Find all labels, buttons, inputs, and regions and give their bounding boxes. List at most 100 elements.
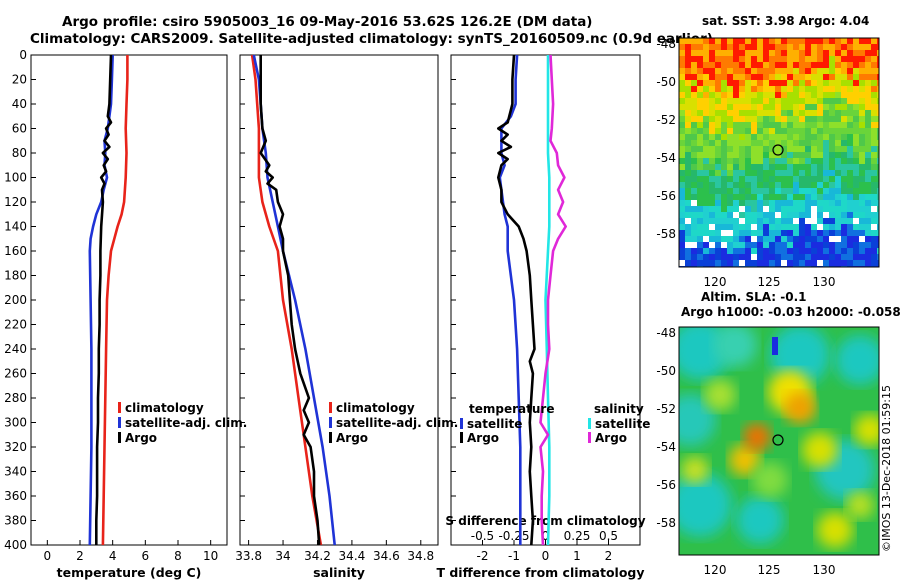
top-tick-label: 0.25 [564,529,591,543]
sst-cell [781,188,787,194]
sst-cell [769,128,775,134]
sst-missing-cell [721,230,727,236]
sst-cell [877,140,879,146]
sst-cell [847,182,853,188]
sla-ytick: -52 [656,402,676,416]
sst-missing-cell [721,242,727,248]
sst-cell [751,176,757,182]
sst-cell [733,80,739,86]
sst-cell [775,50,781,56]
sst-cell [757,158,763,164]
y-tick-label: 340 [4,465,27,479]
sst-cell [715,92,721,98]
sst-cell [727,128,733,134]
sst-cell [877,62,879,68]
sst-cell [685,224,691,230]
sst-cell [691,146,697,152]
sst-cell [799,230,805,236]
sst-cell [793,110,799,116]
sst-cell [871,110,877,116]
sst-cell [859,242,865,248]
sst-ytick: -54 [656,151,676,165]
sst-cell [817,230,823,236]
sst-cell [859,206,865,212]
sst-cell [757,68,763,74]
sst-cell [859,200,865,206]
sst-cell [829,68,835,74]
sst-cell [685,164,691,170]
sst-cell [739,50,745,56]
sst-cell [679,44,685,50]
sst-cell [691,140,697,146]
sst-cell [727,68,733,74]
sst-cell [697,230,703,236]
y-tick-label: 140 [4,220,27,234]
sst-cell [787,74,793,80]
sst-cell [685,194,691,200]
sst-cell [871,218,877,224]
sst-cell [853,92,859,98]
sst-cell [805,68,811,74]
sst-cell [679,230,685,236]
sst-cell [763,92,769,98]
sst-cell [697,38,703,44]
sst-cell [733,98,739,104]
x-tick-label: 34.4 [339,549,366,563]
sst-missing-cell [781,260,787,266]
sst-cell [775,74,781,80]
sst-cell [727,254,733,260]
sst-cell [835,248,841,254]
sst-cell [853,56,859,62]
sst-cell [739,188,745,194]
sst-cell [733,146,739,152]
sst-cell [877,200,879,206]
sst-cell [733,170,739,176]
sst-cell [697,200,703,206]
sst-cell [703,224,709,230]
sst-cell [865,260,871,266]
sst-cell [859,86,865,92]
sst-cell [823,116,829,122]
sst-cell [865,224,871,230]
sst-cell [703,128,709,134]
sst-cell [859,212,865,218]
sst-cell [877,128,879,134]
sst-cell [829,74,835,80]
sst-cell [793,224,799,230]
sst-cell [817,140,823,146]
sst-cell [739,116,745,122]
sst-cell [835,74,841,80]
y-tick-label: 380 [4,514,27,528]
sst-cell [865,182,871,188]
sst-cell [745,56,751,62]
sst-cell [697,50,703,56]
sla-xtick: 130 [813,563,836,577]
sst-cell [805,176,811,182]
sst-cell [877,110,879,116]
sst-cell [799,176,805,182]
sst-cell [703,158,709,164]
y-tick-label: 180 [4,269,27,283]
sst-cell [715,200,721,206]
sst-cell [877,122,879,128]
sst-cell [709,212,715,218]
sst-missing-cell [817,260,823,266]
sst-cell [865,146,871,152]
sst-cell [865,50,871,56]
sla-anomaly-patch [713,327,757,367]
sst-cell [733,206,739,212]
sst-cell [757,44,763,50]
sst-cell [685,98,691,104]
series-line-argo [95,54,113,545]
sst-cell [679,50,685,56]
sst-cell [787,110,793,116]
sst-cell [859,224,865,230]
sst-cell [691,212,697,218]
sst-cell [823,158,829,164]
sst-cell [709,254,715,260]
sst-cell [739,38,745,44]
sst-cell [721,80,727,86]
sst-cell [745,224,751,230]
sst-cell [691,158,697,164]
legend-label-s-argo: Argo [595,431,627,445]
